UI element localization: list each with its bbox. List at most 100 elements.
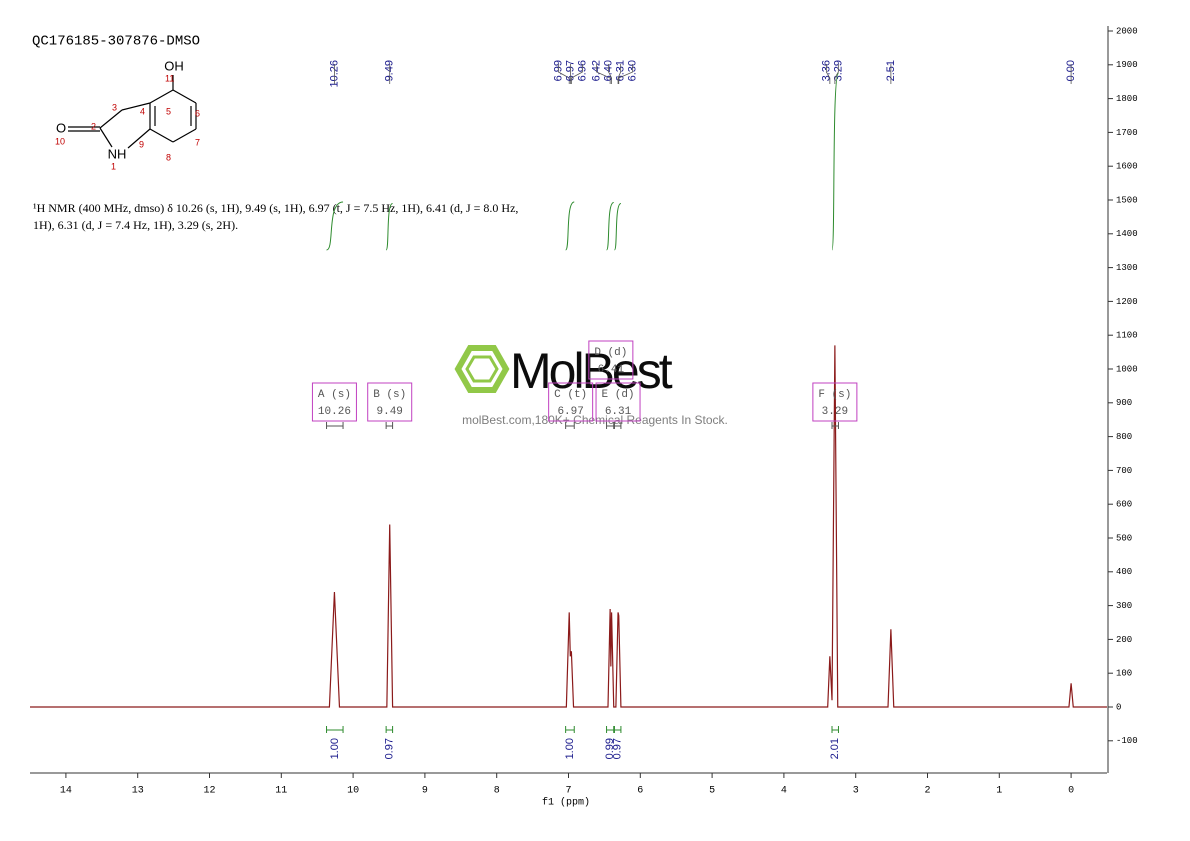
x-tick-label: 14 [60,786,72,797]
multiplet-shift: 9.49 [377,406,403,418]
y-tick-label: -100 [1116,736,1138,746]
multiplet-range [565,422,575,429]
y-tick-label: 1700 [1116,128,1138,138]
multiplet-name: C (t) [554,389,587,401]
integral-bracket [326,726,344,733]
description-line: 1H), 6.31 (d, J = 7.4 Hz, 1H), 3.29 (s, … [33,218,238,232]
y-tick-label: 1600 [1116,162,1138,172]
multiplet-range [606,422,615,429]
multiplet-box [812,382,858,422]
bond [149,89,174,104]
atom: OH [164,58,184,73]
bond [121,102,151,111]
peak-label-line [608,64,612,84]
peak-label-line [618,64,634,84]
sample-title: QC176185-307876-DMSO [32,34,200,50]
integral-curve [606,201,615,251]
multiplet-box [588,340,634,380]
peak-label-line [570,64,583,84]
atom-number: 11 [165,73,174,83]
integral-label: 0.97 [612,738,624,759]
y-tick-label: 800 [1116,432,1132,442]
peak-label-line [617,64,622,84]
x-tick-label: 13 [132,786,144,797]
x-tick-label: 4 [781,786,787,797]
x-tick-label: 9 [422,786,428,797]
multiplet-box [311,382,357,422]
integral-label: 2.01 [829,738,841,759]
watermark-logo [465,355,499,383]
atom-number: 7 [195,137,200,147]
multiplet-shift: 6.97 [557,406,583,418]
multiplet-name: E (d) [602,389,635,401]
multiplet-range [326,422,344,429]
x-tick-label: 0 [1068,786,1074,797]
atom-number: 9 [139,139,144,149]
atom-number: 2 [91,121,96,131]
atom-number: 1 [111,161,116,171]
peak-label-line [834,64,839,84]
multiplet-box [548,382,594,422]
atom-number: 10 [55,136,65,146]
y-tick-label: 300 [1116,601,1132,611]
multiplet-name: F (s) [818,389,851,401]
x-tick-label: 6 [637,786,643,797]
multiplet-name: A (s) [318,389,351,401]
x-tick-label: 1 [996,786,1002,797]
x-tick-label: 12 [203,786,215,797]
x-tick-label: 5 [709,786,715,797]
multiplet-range [385,422,394,429]
y-tick-label: 1800 [1116,94,1138,104]
y-tick-label: 1500 [1116,195,1138,205]
atom: O [56,120,66,135]
structure [68,75,197,149]
y-tick-label: 200 [1116,635,1132,645]
bond [127,128,151,149]
bond [99,109,123,129]
x-tick-label: 7 [565,786,571,797]
multiplet-shift: 6.31 [605,406,632,418]
y-tick-label: 100 [1116,669,1132,679]
bond [99,127,113,148]
multiplet-range [831,422,839,429]
integral-curve [326,201,344,251]
integral-bracket [385,726,394,733]
integral-bracket [606,726,615,733]
bond [172,128,197,143]
bond [172,89,197,104]
x-axis-label: f1 (ppm) [542,797,590,809]
multiplet-shift: 10.26 [318,406,351,418]
y-tick-label: 1900 [1116,60,1138,70]
multiplet-box [367,382,413,422]
spectrum [30,345,1107,708]
integral-bracket [565,726,575,733]
bond [149,128,174,143]
integral-label: 0.99 [604,738,616,759]
y-tick-label: 400 [1116,567,1132,577]
atom-number: 6 [195,108,200,118]
peak-label-line [825,64,831,84]
watermark-tagline: molBest.com,180K+ Chemical Reagents In S… [462,413,728,427]
y-tick-label: 700 [1116,466,1132,476]
integral-label: 1.00 [564,738,576,759]
atom-number: 8 [166,152,171,162]
multiplet-shift: 6.41 [598,364,625,376]
multiplet-name: B (s) [373,389,406,401]
integral-label: 1.00 [329,738,341,759]
x-tick-label: 10 [347,786,359,797]
integral-curve [613,202,622,251]
multiplet-shift: 3.29 [822,406,848,418]
y-tick-label: 2000 [1116,26,1138,36]
x-tick-label: 8 [494,786,500,797]
integral-label: 0.97 [383,738,395,759]
y-tick-label: 1300 [1116,263,1138,273]
multiplet-name: D (d) [594,347,627,359]
y-tick-label: 1000 [1116,364,1138,374]
y-tick-label: 0 [1116,702,1121,712]
multiplet-range [613,422,622,429]
integral-bracket [613,726,622,733]
x-tick-label: 3 [853,786,859,797]
integral-bracket [831,726,839,733]
x-tick-label: 2 [924,786,930,797]
